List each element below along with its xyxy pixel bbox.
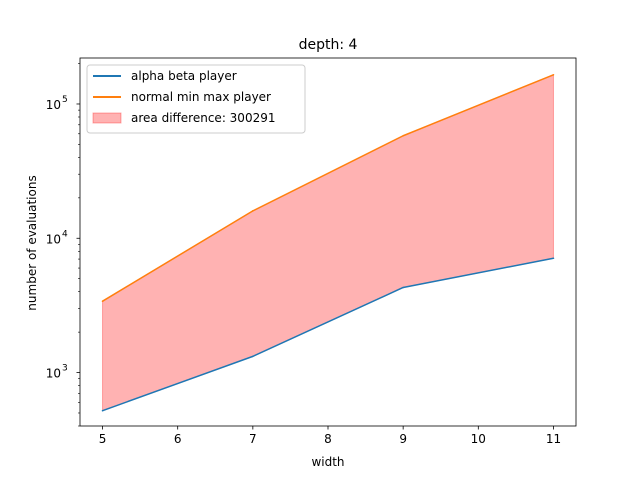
- plot-area: [101, 73, 555, 412]
- x-tick-label: 11: [546, 432, 561, 446]
- legend-swatch-area-difference: [92, 112, 122, 124]
- series-line-normal-min-max-player: [102, 74, 554, 302]
- y-tick-exponent: 5: [62, 95, 68, 105]
- x-tick-label: 7: [249, 432, 257, 446]
- x-tick-label: 8: [324, 432, 332, 446]
- y-tick-label: 10: [46, 367, 61, 381]
- legend-label-alpha-beta-player: alpha beta player: [131, 69, 237, 83]
- series-line-alpha-beta-player: [102, 257, 554, 412]
- y-tick-label: 10: [46, 232, 61, 246]
- chart-title: depth: 4: [299, 37, 358, 53]
- data-point-normal-min-max-player-9: [402, 134, 404, 137]
- data-point-alpha-beta-player-9: [402, 286, 404, 289]
- y-tick-label: 10: [46, 98, 61, 112]
- x-tick-label: 5: [99, 432, 107, 446]
- x-tick-label: 10: [471, 432, 486, 446]
- data-point-alpha-beta-player-11: [552, 257, 555, 260]
- y-axis-label: number of evaluations: [25, 175, 39, 310]
- data-point-alpha-beta-player-5: [101, 409, 104, 412]
- data-point-normal-min-max-player-11: [552, 73, 555, 76]
- data-point-alpha-beta-player-7: [252, 355, 254, 358]
- legend: alpha beta player normal min max player ar…: [86, 64, 306, 134]
- legend-label-normal-min-max-player: normal min max player: [131, 90, 271, 104]
- y-tick-exponent: 4: [62, 229, 68, 239]
- x-tick-label: 9: [399, 432, 407, 446]
- x-axis-label: width: [311, 455, 344, 469]
- data-point-normal-min-max-player-7: [252, 210, 254, 212]
- data-point-normal-min-max-player-5: [101, 300, 104, 302]
- y-tick-exponent: 3: [62, 364, 68, 374]
- legend-box: [86, 64, 306, 134]
- x-tick-label: 6: [174, 432, 182, 446]
- legend-label-area-difference: area difference: 300291: [131, 111, 275, 125]
